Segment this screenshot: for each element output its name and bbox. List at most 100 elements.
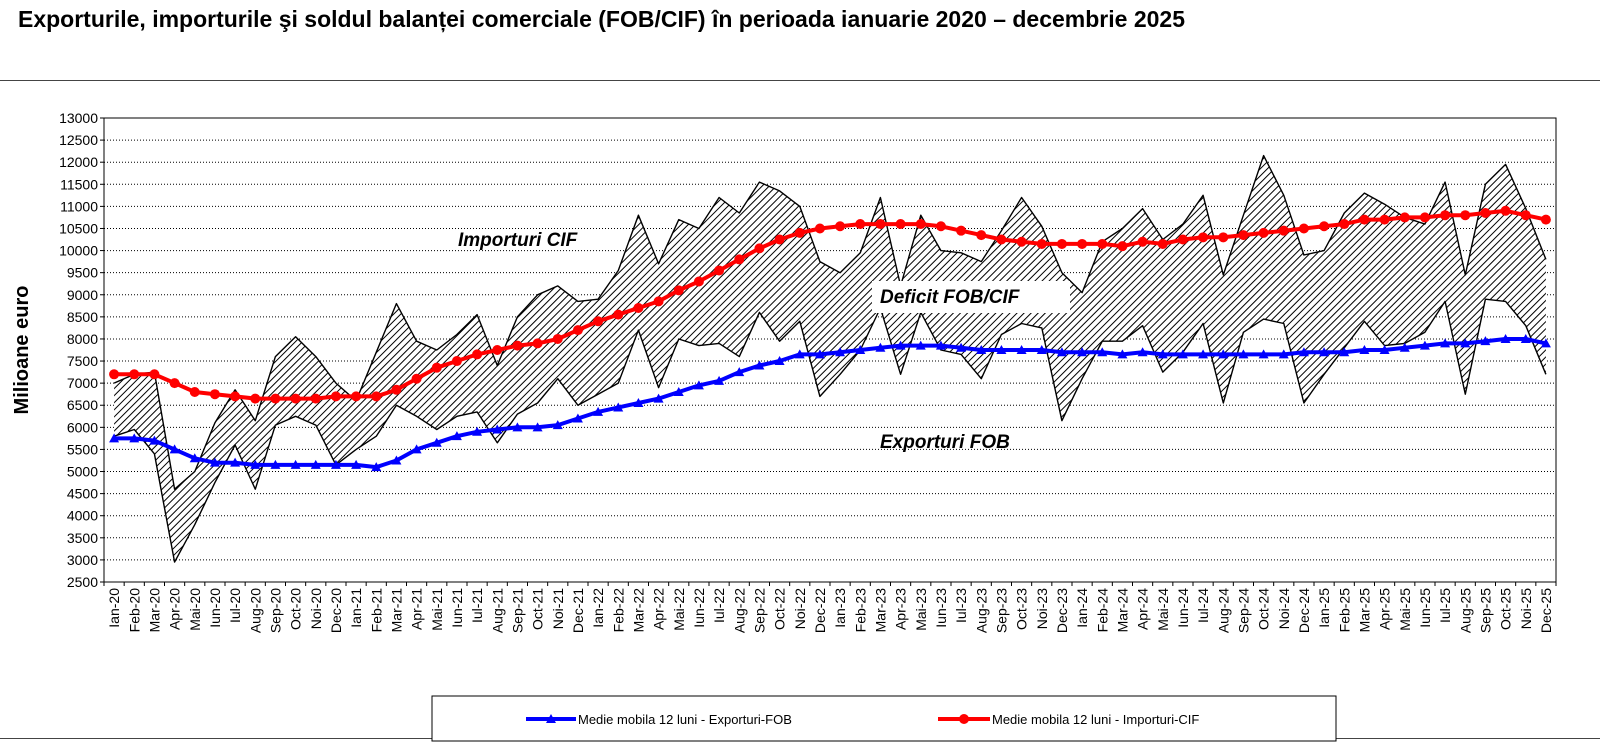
ma-export-point — [371, 462, 382, 472]
x-tick-label: Iul-22 — [711, 588, 727, 623]
x-tick-label: Iul-25 — [1437, 588, 1453, 623]
x-tick-label: Iul-21 — [469, 588, 485, 623]
ma-import-point — [593, 316, 604, 327]
y-tick-label: 7500 — [67, 353, 98, 369]
y-tick-label: 10000 — [59, 243, 98, 259]
ma-import-point — [1319, 221, 1330, 232]
ma-import-point — [754, 243, 765, 254]
ma-export-point — [1339, 347, 1350, 357]
x-tick-label: Noi-20 — [308, 588, 324, 629]
ma-import-point — [351, 391, 362, 402]
x-tick-label: Ian-25 — [1316, 588, 1332, 628]
ma-export-point — [653, 393, 664, 403]
ma-import-point — [451, 356, 462, 367]
ma-import-point — [230, 391, 241, 402]
x-tick-label: Dec-20 — [328, 588, 344, 633]
x-tick-label: Noi-21 — [550, 588, 566, 629]
deficit-band — [114, 155, 1546, 563]
ma-export-point — [1520, 333, 1531, 343]
ma-export-point — [129, 433, 140, 443]
ma-export-point — [754, 360, 765, 370]
ma-export-point — [431, 437, 442, 447]
ma-import-point — [149, 369, 160, 380]
ma-export-point — [1440, 338, 1451, 348]
x-tick-label: Ian-20 — [106, 588, 122, 628]
y-tick-label: 12000 — [59, 154, 98, 170]
y-tick-label: 12500 — [59, 132, 98, 148]
x-tick-label: Mar-24 — [1114, 588, 1130, 633]
x-tick-label: Iun-20 — [207, 588, 223, 628]
x-tick-label: Aug-20 — [247, 588, 263, 633]
x-tick-label: Iun-22 — [691, 588, 707, 628]
x-tick-label: Sep-25 — [1477, 588, 1493, 633]
x-tick-label: Iun-24 — [1175, 588, 1191, 628]
x-tick-label: Oct-22 — [772, 588, 788, 630]
ma-export-point — [552, 420, 563, 430]
x-tick-label: Mar-22 — [630, 588, 646, 633]
x-tick-label: Sep-23 — [993, 588, 1009, 633]
ma-import-point — [1339, 219, 1350, 230]
ma-import-point — [391, 384, 402, 395]
legend-export-marker — [546, 714, 556, 723]
ma-import-point — [1137, 236, 1148, 247]
x-tick-label: Mai-22 — [671, 588, 687, 631]
annotation-deficit: Deficit FOB/CIF — [880, 287, 1021, 308]
x-tick-label: Sep-21 — [509, 588, 525, 633]
ma-import-point — [310, 393, 321, 404]
legend-import-marker — [959, 714, 969, 724]
x-tick-label: Sep-20 — [267, 588, 283, 633]
x-tick-label: Dec-24 — [1296, 588, 1312, 633]
ma-export-point — [330, 459, 341, 469]
ma-import-point — [472, 349, 483, 360]
ma-import-point — [1097, 238, 1108, 249]
ma-export-point — [451, 431, 462, 441]
ma-import-point — [552, 333, 563, 344]
x-tick-label: Mar-21 — [388, 588, 404, 633]
ma-import-point — [1218, 232, 1229, 243]
ma-export-point — [250, 459, 261, 469]
x-tick-label: Mar-25 — [1356, 588, 1372, 633]
ma-export-point — [1540, 338, 1551, 348]
y-tick-label: 6500 — [67, 397, 98, 413]
x-tick-label: Ian-24 — [1074, 588, 1090, 628]
ma-export-point — [1077, 347, 1088, 357]
x-tick-label: Feb-20 — [126, 588, 142, 633]
ma-export-point — [189, 453, 200, 463]
ma-export-point — [1460, 338, 1471, 348]
ma-export-point — [714, 375, 725, 385]
ma-export-point — [1137, 347, 1148, 357]
ma-import-point — [371, 391, 382, 402]
ma-import-point — [1399, 212, 1410, 223]
ma-export-point — [1480, 336, 1491, 346]
ma-export-point — [976, 345, 987, 354]
ma-import-point — [613, 309, 624, 320]
y-tick-label: 5000 — [67, 464, 98, 480]
annotation-exporturi: Exporturi FOB — [880, 432, 1010, 453]
ma-export-point — [814, 349, 825, 359]
ma-import-point — [693, 276, 704, 287]
ma-export-point — [956, 342, 967, 352]
ma-export-point — [391, 455, 402, 465]
ma-import-point — [129, 369, 140, 380]
x-tick-label: Oct-21 — [530, 588, 546, 630]
x-tick-label: Dec-25 — [1538, 588, 1554, 633]
ma-export-point — [532, 422, 543, 432]
legend-export-label: Medie mobila 12 luni - Exporturi-FOB — [578, 712, 792, 727]
ma-export-point — [169, 444, 180, 454]
x-tick-label: Mai-23 — [913, 588, 929, 631]
y-tick-label: 5500 — [67, 441, 98, 457]
y-tick-label: 13000 — [59, 110, 98, 126]
x-tick-label: Dec-23 — [1054, 588, 1070, 633]
x-tick-label: Apr-22 — [651, 588, 667, 630]
ma-export-point — [209, 457, 220, 467]
ma-export-point — [1198, 349, 1209, 359]
ma-export-point — [593, 406, 604, 416]
series-layer — [109, 205, 1551, 472]
ma-export-point — [1097, 347, 1108, 357]
ma-export-point — [935, 340, 946, 350]
ma-import-point — [1359, 214, 1370, 225]
ma-export-point — [1359, 345, 1370, 354]
ma-export-point — [734, 367, 745, 377]
ma-import-point — [189, 386, 200, 397]
x-tick-label: Apr-21 — [409, 588, 425, 630]
